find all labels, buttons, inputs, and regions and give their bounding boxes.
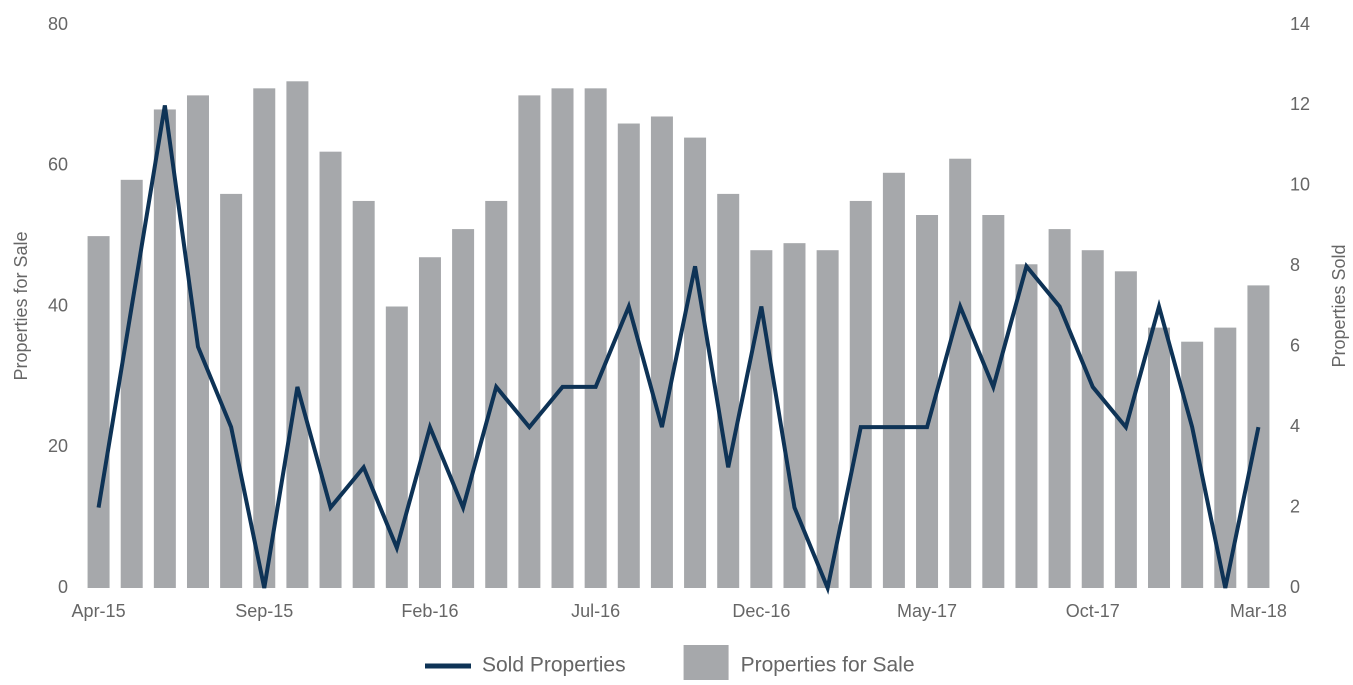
bar [982,215,1005,588]
bar [882,172,905,588]
bar [120,179,143,588]
y2-tick-label: 8 [1290,255,1300,275]
y2-tick-label: 0 [1290,577,1300,597]
x-tick-label: Sep-15 [235,601,293,621]
bar [319,151,342,589]
bar [385,306,408,588]
y2-tick-label: 2 [1290,496,1300,516]
bar [452,229,475,588]
bar [1015,264,1038,588]
y-tick-label: 0 [58,577,68,597]
bar [717,193,740,588]
bar [617,123,640,589]
legend-label: Sold Properties [482,654,626,677]
bar [750,250,773,588]
x-tick-label: Dec-16 [732,601,790,621]
y-axis-label: Properties for Sale [11,231,31,380]
y-tick-label: 80 [48,14,68,34]
bar [1048,229,1071,588]
y-tick-label: 20 [48,436,68,456]
x-tick-label: May-17 [897,601,957,621]
bar [849,200,872,588]
y-tick-label: 60 [48,155,68,175]
legend-label: Properties for Sale [741,654,915,677]
y2-tick-label: 10 [1290,175,1310,195]
bar [253,88,276,589]
bar [286,81,309,589]
legend-swatch [683,645,729,680]
x-tick-label: Mar-18 [1230,601,1287,621]
bar [220,193,243,588]
y2-tick-label: 4 [1290,416,1300,436]
y2-tick-label: 12 [1290,94,1310,114]
y2-tick-label: 14 [1290,14,1310,34]
x-tick-label: Oct-17 [1066,601,1120,621]
bar [153,109,176,588]
bar [1214,327,1237,588]
bar [783,243,806,588]
x-tick-label: Jul-16 [571,601,620,621]
bar [352,200,375,588]
bar [551,88,574,589]
x-tick-label: Feb-16 [401,601,458,621]
y2-axis-label: Properties Sold [1329,244,1349,367]
bar [949,158,972,588]
bar [684,137,707,588]
bar [1081,250,1104,588]
bar [584,88,607,589]
bar [518,95,541,588]
bar [650,116,673,589]
bar [87,236,110,588]
y-tick-label: 40 [48,295,68,315]
y2-tick-label: 6 [1290,335,1300,355]
bar [1148,327,1171,588]
bar [816,250,839,588]
x-tick-label: Apr-15 [72,601,126,621]
bar [916,215,939,588]
line [96,105,1261,595]
